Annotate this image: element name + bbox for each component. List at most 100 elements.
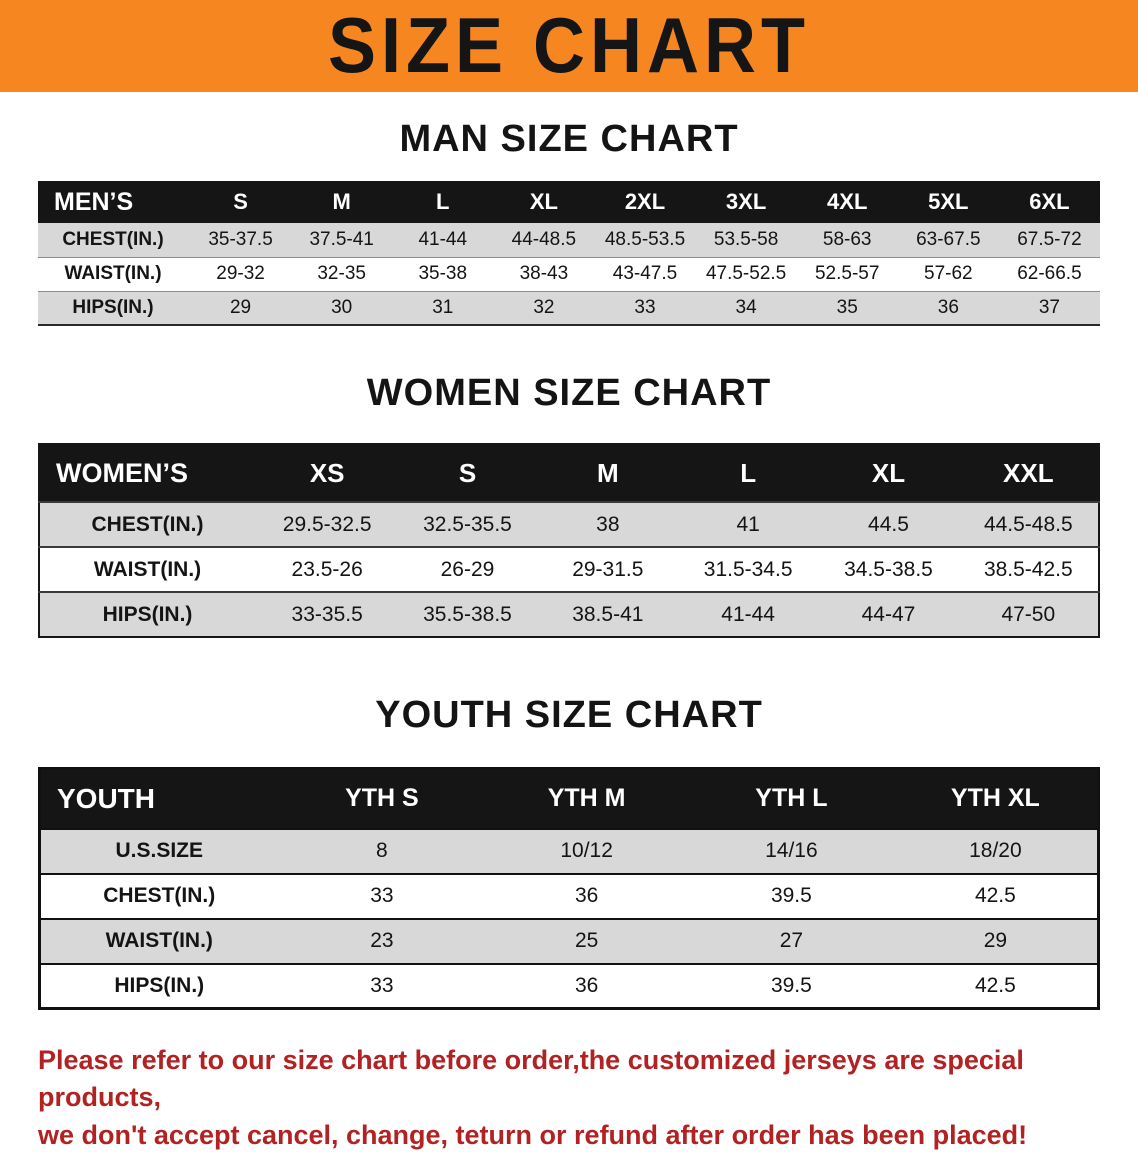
size-value: 48.5-53.5: [594, 223, 696, 258]
size-value: 44.5: [818, 501, 959, 547]
youth-size-table-container: YOUTH YTH S YTH M YTH L YTH XL U.S.SIZE 8 10/12…: [0, 767, 1138, 1010]
youth-header-row: YOUTH YTH S YTH M YTH L YTH XL: [39, 768, 1099, 829]
women-size-chart-heading: WOMEN SIZE CHART: [366, 372, 772, 414]
size-value: 37: [998, 291, 1100, 326]
table-row: WAIST(IN.) 29-32 32-35 35-38 38-43 43-47.5 47.…: [38, 257, 1100, 292]
size-column-header: S: [397, 444, 538, 502]
size-value: 25: [484, 917, 689, 964]
size-value: 63-67.5: [897, 223, 999, 258]
size-value: 38.5-42.5: [958, 546, 1099, 592]
size-column-header: 6XL: [998, 181, 1100, 223]
table-row: CHEST(IN.) 33 36 39.5 42.5: [39, 872, 1099, 919]
size-value: 38.5-41: [537, 591, 678, 637]
size-column-header: YTH XL: [893, 768, 1099, 829]
size-value: 32-35: [291, 257, 393, 292]
row-label: CHEST(IN.): [39, 501, 257, 547]
size-value: 58-63: [796, 223, 898, 258]
size-column-header: XL: [493, 181, 595, 223]
size-column-header: 4XL: [796, 181, 898, 223]
men-size-table-container: MEN’S S M L XL 2XL 3XL 4XL 5XL 6XL CHEST(IN.) 35-37…: [0, 181, 1138, 326]
size-value: 47-50: [958, 591, 1099, 637]
row-label: HIPS(IN.): [39, 962, 280, 1009]
size-value: 36: [897, 291, 999, 326]
size-value: 27: [689, 917, 894, 964]
table-row: U.S.SIZE 8 10/12 14/16 18/20: [39, 827, 1099, 874]
size-value: 8: [279, 827, 485, 874]
size-value: 38: [537, 501, 678, 547]
size-value: 47.5-52.5: [695, 257, 797, 292]
order-disclaimer-note: Please refer to our size chart before or…: [38, 1042, 1100, 1154]
size-value: 39.5: [689, 962, 894, 1009]
men-header-row: MEN’S S M L XL 2XL 3XL 4XL 5XL 6XL: [38, 181, 1100, 223]
size-value: 38-43: [493, 257, 595, 292]
disclaimer-line-1: Please refer to our size chart before or…: [38, 1045, 1024, 1113]
row-label: WAIST(IN.): [38, 257, 190, 292]
size-value: 41-44: [392, 223, 494, 258]
row-label: U.S.SIZE: [39, 827, 280, 874]
table-row: WAIST(IN.) 23.5-26 26-29 29-31.5 31.5-34.5 34…: [39, 546, 1099, 592]
table-row: HIPS(IN.) 33 36 39.5 42.5: [39, 962, 1099, 1009]
women-size-table: WOMEN’S XS S M L XL XXL CHEST(IN.) 29.5-32.5 32.5…: [38, 443, 1100, 638]
row-label: CHEST(IN.): [38, 223, 190, 258]
row-label: HIPS(IN.): [38, 291, 190, 326]
size-value: 33: [279, 872, 485, 919]
size-value: 31: [392, 291, 494, 326]
row-label: HIPS(IN.): [39, 591, 257, 637]
size-value: 29.5-32.5: [257, 501, 398, 547]
size-value: 52.5-57: [796, 257, 898, 292]
size-value: 18/20: [893, 827, 1099, 874]
size-value: 41: [677, 501, 819, 547]
size-value: 67.5-72: [998, 223, 1100, 258]
size-column-header: L: [392, 181, 494, 223]
size-value: 14/16: [689, 827, 894, 874]
man-size-chart-heading: MAN SIZE CHART: [399, 118, 739, 160]
size-value: 44-48.5: [493, 223, 595, 258]
size-value: 26-29: [397, 546, 538, 592]
table-row: CHEST(IN.) 29.5-32.5 32.5-35.5 38 41 44.5 44.5…: [39, 501, 1099, 547]
size-value: 33-35.5: [257, 591, 398, 637]
size-value: 42.5: [893, 872, 1099, 919]
size-value: 57-62: [897, 257, 999, 292]
size-value: 41-44: [677, 591, 819, 637]
table-row: WAIST(IN.) 23 25 27 29: [39, 917, 1099, 964]
size-column-header: XS: [257, 444, 398, 502]
size-value: 34.5-38.5: [818, 546, 959, 592]
size-chart-banner: SIZE CHART: [0, 0, 1138, 92]
table-row: CHEST(IN.) 35-37.5 37.5-41 41-44 44-48.5 48.5…: [38, 223, 1100, 258]
women-header-row: WOMEN’S XS S M L XL XXL: [39, 444, 1099, 502]
table-row: HIPS(IN.) 29 30 31 32 33 34 35 36 37: [38, 291, 1100, 326]
youth-table-title: YOUTH: [39, 768, 280, 829]
size-column-header: 5XL: [897, 181, 999, 223]
size-value: 33: [594, 291, 696, 326]
size-value: 32.5-35.5: [397, 501, 538, 547]
row-label: CHEST(IN.): [39, 872, 280, 919]
size-value: 62-66.5: [998, 257, 1100, 292]
size-value: 10/12: [484, 827, 689, 874]
women-table-title: WOMEN’S: [39, 444, 257, 502]
size-column-header: M: [537, 444, 678, 502]
size-column-header: YTH S: [279, 768, 485, 829]
size-value: 42.5: [893, 962, 1099, 1009]
size-value: 33: [279, 962, 485, 1009]
size-value: 37.5-41: [291, 223, 393, 258]
size-value: 35-37.5: [190, 223, 292, 258]
size-value: 32: [493, 291, 595, 326]
row-label: WAIST(IN.): [39, 917, 280, 964]
size-value: 34: [695, 291, 797, 326]
size-value: 53.5-58: [695, 223, 797, 258]
table-row: HIPS(IN.) 33-35.5 35.5-38.5 38.5-41 41-44 44-…: [39, 591, 1099, 637]
row-label: WAIST(IN.): [39, 546, 257, 592]
size-value: 35-38: [392, 257, 494, 292]
size-column-header: XL: [818, 444, 959, 502]
size-column-header: 2XL: [594, 181, 696, 223]
size-value: 36: [484, 962, 689, 1009]
size-value: 44-47: [818, 591, 959, 637]
size-value: 35: [796, 291, 898, 326]
size-value: 30: [291, 291, 393, 326]
size-column-header: XXL: [958, 444, 1099, 502]
youth-size-table: YOUTH YTH S YTH M YTH L YTH XL U.S.SIZE 8 10/12…: [38, 767, 1100, 1010]
size-column-header: YTH L: [689, 768, 894, 829]
size-value: 36: [484, 872, 689, 919]
size-value: 31.5-34.5: [677, 546, 819, 592]
size-column-header: M: [291, 181, 393, 223]
